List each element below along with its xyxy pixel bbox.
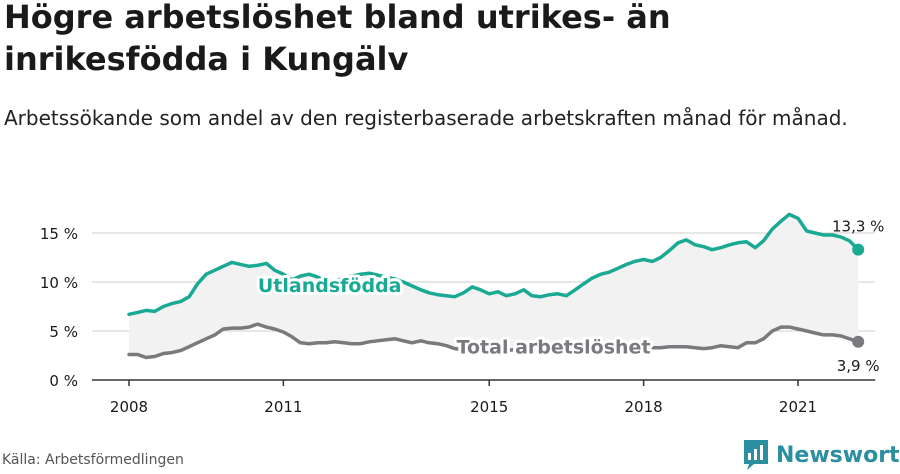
source-note: Källa: Arbetsförmedlingen — [2, 452, 184, 468]
brand-name: Newsworthy — [776, 442, 900, 468]
newsworthy-logo-icon — [744, 440, 768, 470]
brand[interactable]: Newsworthy — [744, 440, 900, 470]
total-series-label: Total arbetslöshet — [457, 337, 651, 359]
foreign-born-end-label: 13,3 % — [832, 218, 884, 236]
x-tick-label: 2021 — [779, 398, 817, 416]
total-end-label: 3,9 % — [837, 357, 880, 375]
series-gap-area — [129, 214, 859, 358]
chart-title: Högre arbetslöshet bland utrikes- än inr… — [4, 0, 671, 78]
foreign-born-end-point — [852, 243, 865, 256]
total-end-point — [852, 335, 865, 348]
chart-subtitle: Arbetssökande som andel av den registerb… — [4, 106, 848, 130]
x-tick-label: 2011 — [264, 398, 302, 416]
x-tick-label: 2015 — [470, 398, 508, 416]
y-tick-label: 0 % — [49, 372, 78, 390]
y-tick-label: 15 % — [40, 225, 78, 243]
y-tick-label: 10 % — [40, 274, 78, 292]
foreign-born-series-label: Utlandsfödda — [258, 275, 402, 297]
foreign-born-line — [127, 212, 860, 317]
x-tick-label: 2018 — [625, 398, 663, 416]
y-tick-label: 5 % — [49, 323, 78, 341]
x-tick-label: 2008 — [110, 398, 148, 416]
total-line — [127, 322, 860, 360]
